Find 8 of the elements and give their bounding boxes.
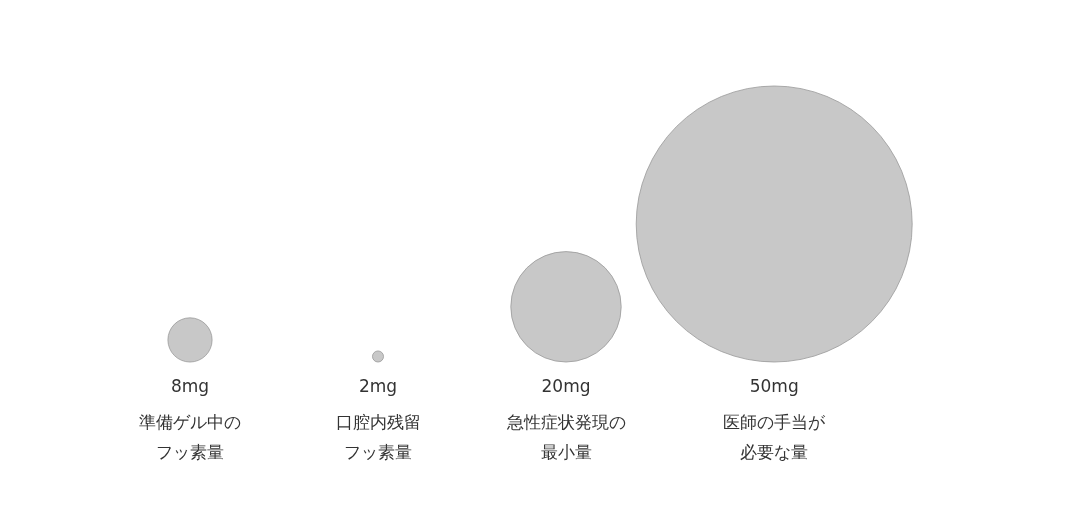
data-label: 8mg bbox=[170, 376, 210, 396]
data-label: 20mg bbox=[541, 376, 591, 396]
data-label: 50mg bbox=[749, 376, 799, 396]
category-label: 準備ゲル中のフッ素量 bbox=[138, 411, 242, 464]
category-label: 急性症状発現の最小量 bbox=[505, 411, 627, 464]
data-label: 2mg bbox=[358, 376, 398, 396]
category-label: 口腔内残留フッ素量 bbox=[334, 411, 422, 464]
category-label: 医師の手当が必要な量 bbox=[722, 411, 827, 464]
